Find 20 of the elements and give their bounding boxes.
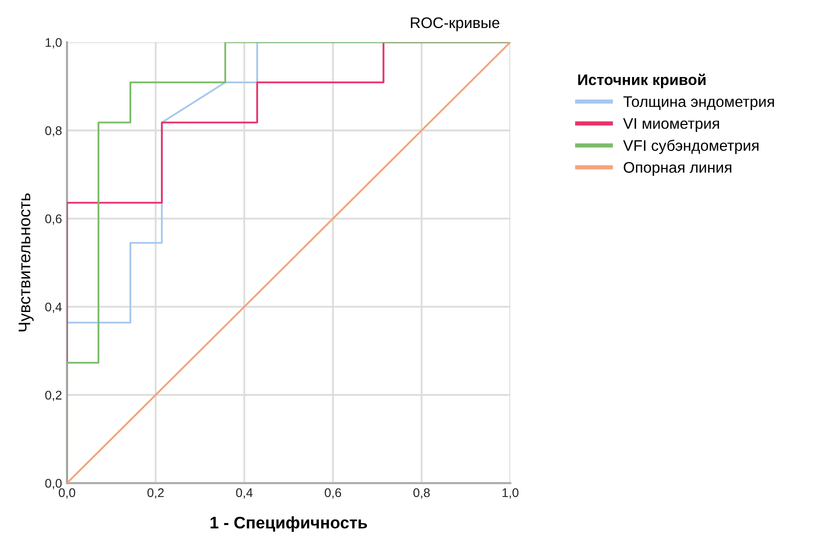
y-tick-label: 0,0 [45,478,62,490]
x-tick-label: 1,0 [502,488,518,499]
x-tick-label: 0,0 [58,488,76,499]
legend-title: Источник кривой [578,74,706,88]
legend-label: Опорная линия [624,162,732,176]
chart-title: ROC-кривые [410,17,500,32]
x-tick-label: 0,4 [236,488,253,499]
x-tick-label: 0,6 [324,488,342,499]
y-tick-label: 0,4 [45,302,62,313]
y-axis-title: Чувствительность [18,193,34,332]
y-tick-label: 1,0 [46,38,62,48]
x-axis-title: 1 - Специфичность [210,516,368,532]
y-tick-label: 0,8 [45,126,62,137]
y-tick-label: 0,2 [45,390,62,402]
legend-label: VI миометрия [623,118,719,132]
legend-label: Толщина эндометрия [623,96,774,110]
x-tick-label: 0,2 [147,488,164,499]
y-tick-label: 0,6 [45,214,62,225]
x-tick-label: 0,8 [413,488,430,499]
legend-label: VFI субэндометрия [623,140,758,154]
